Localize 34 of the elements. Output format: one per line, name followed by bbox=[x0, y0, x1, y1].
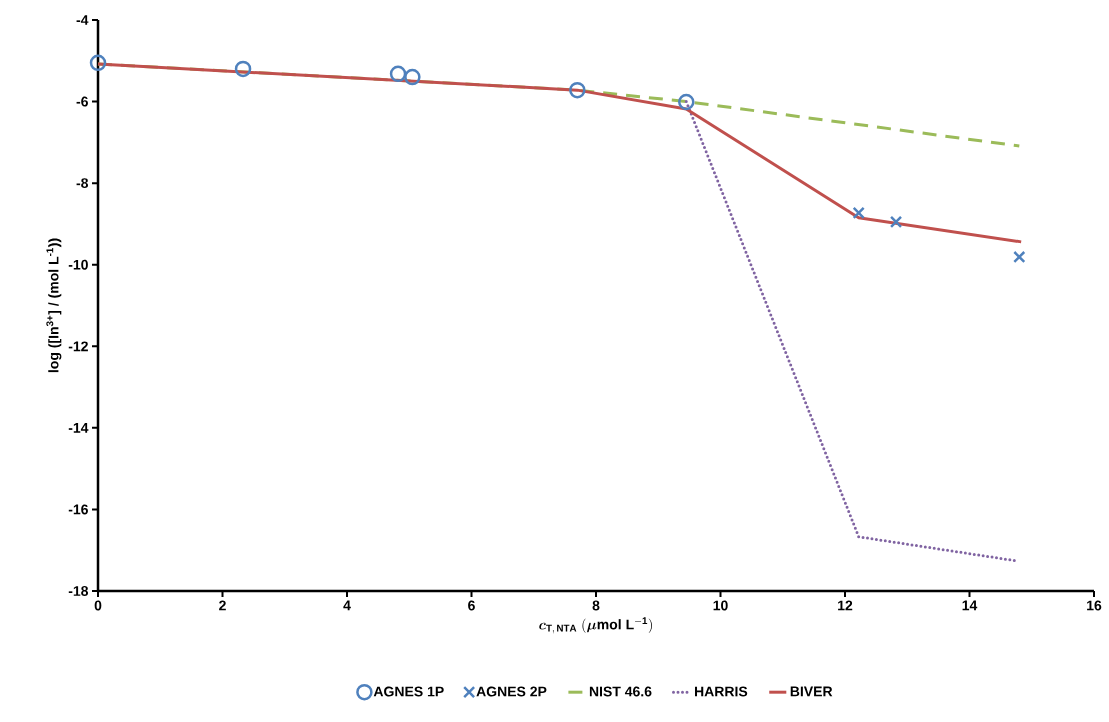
point bbox=[404, 68, 421, 86]
x-tick-label: 12 bbox=[838, 600, 853, 611]
point bbox=[889, 215, 903, 229]
point bbox=[852, 206, 865, 220]
point bbox=[89, 54, 107, 72]
x-tick-label: 2 bbox=[219, 600, 226, 611]
y-tick-label: -6 bbox=[76, 96, 88, 107]
x-tick-label: 10 bbox=[713, 600, 728, 611]
x-tick-label: 8 bbox=[592, 600, 600, 611]
legend-label: NIST 46.6 bbox=[589, 686, 652, 697]
legend-label: BIVER bbox=[790, 686, 833, 697]
y-tick-label: -18 bbox=[68, 586, 89, 596]
y-tick-label: -16 bbox=[68, 504, 88, 515]
x-tick-label: 0 bbox=[94, 600, 102, 611]
legend-label: AGNES 1P bbox=[373, 686, 444, 697]
y-tick-label: -12 bbox=[68, 341, 88, 352]
x-axis-title: $\boldsymbol{c}_{\mathbf{T,\,NTA}}\;\mathbf{(\boldsymbol{\mu}mol\;L^{-1})}$ bbox=[539, 617, 652, 634]
x-tick-label: 14 bbox=[962, 600, 978, 611]
x-tick-label: 16 bbox=[1087, 600, 1102, 611]
point bbox=[678, 93, 695, 111]
y-tick-label: -10 bbox=[68, 259, 88, 270]
point bbox=[389, 65, 407, 83]
legend-label: HARRIS bbox=[695, 686, 748, 697]
x-tick-label: 6 bbox=[468, 600, 475, 611]
y-tick-label: -4 bbox=[76, 15, 89, 25]
y-tick-label: -8 bbox=[76, 178, 89, 189]
legend-label: AGNES 2P bbox=[476, 686, 547, 697]
y-axis-title: log ([In$^{3+}$] / (mol L$^{-1}$)) bbox=[46, 238, 62, 373]
line-series bbox=[96, 62, 1023, 244]
y-tick-label: -14 bbox=[68, 423, 89, 433]
point bbox=[1013, 250, 1026, 264]
x-tick-label: 4 bbox=[343, 600, 351, 611]
point bbox=[234, 60, 252, 78]
point bbox=[569, 81, 586, 99]
